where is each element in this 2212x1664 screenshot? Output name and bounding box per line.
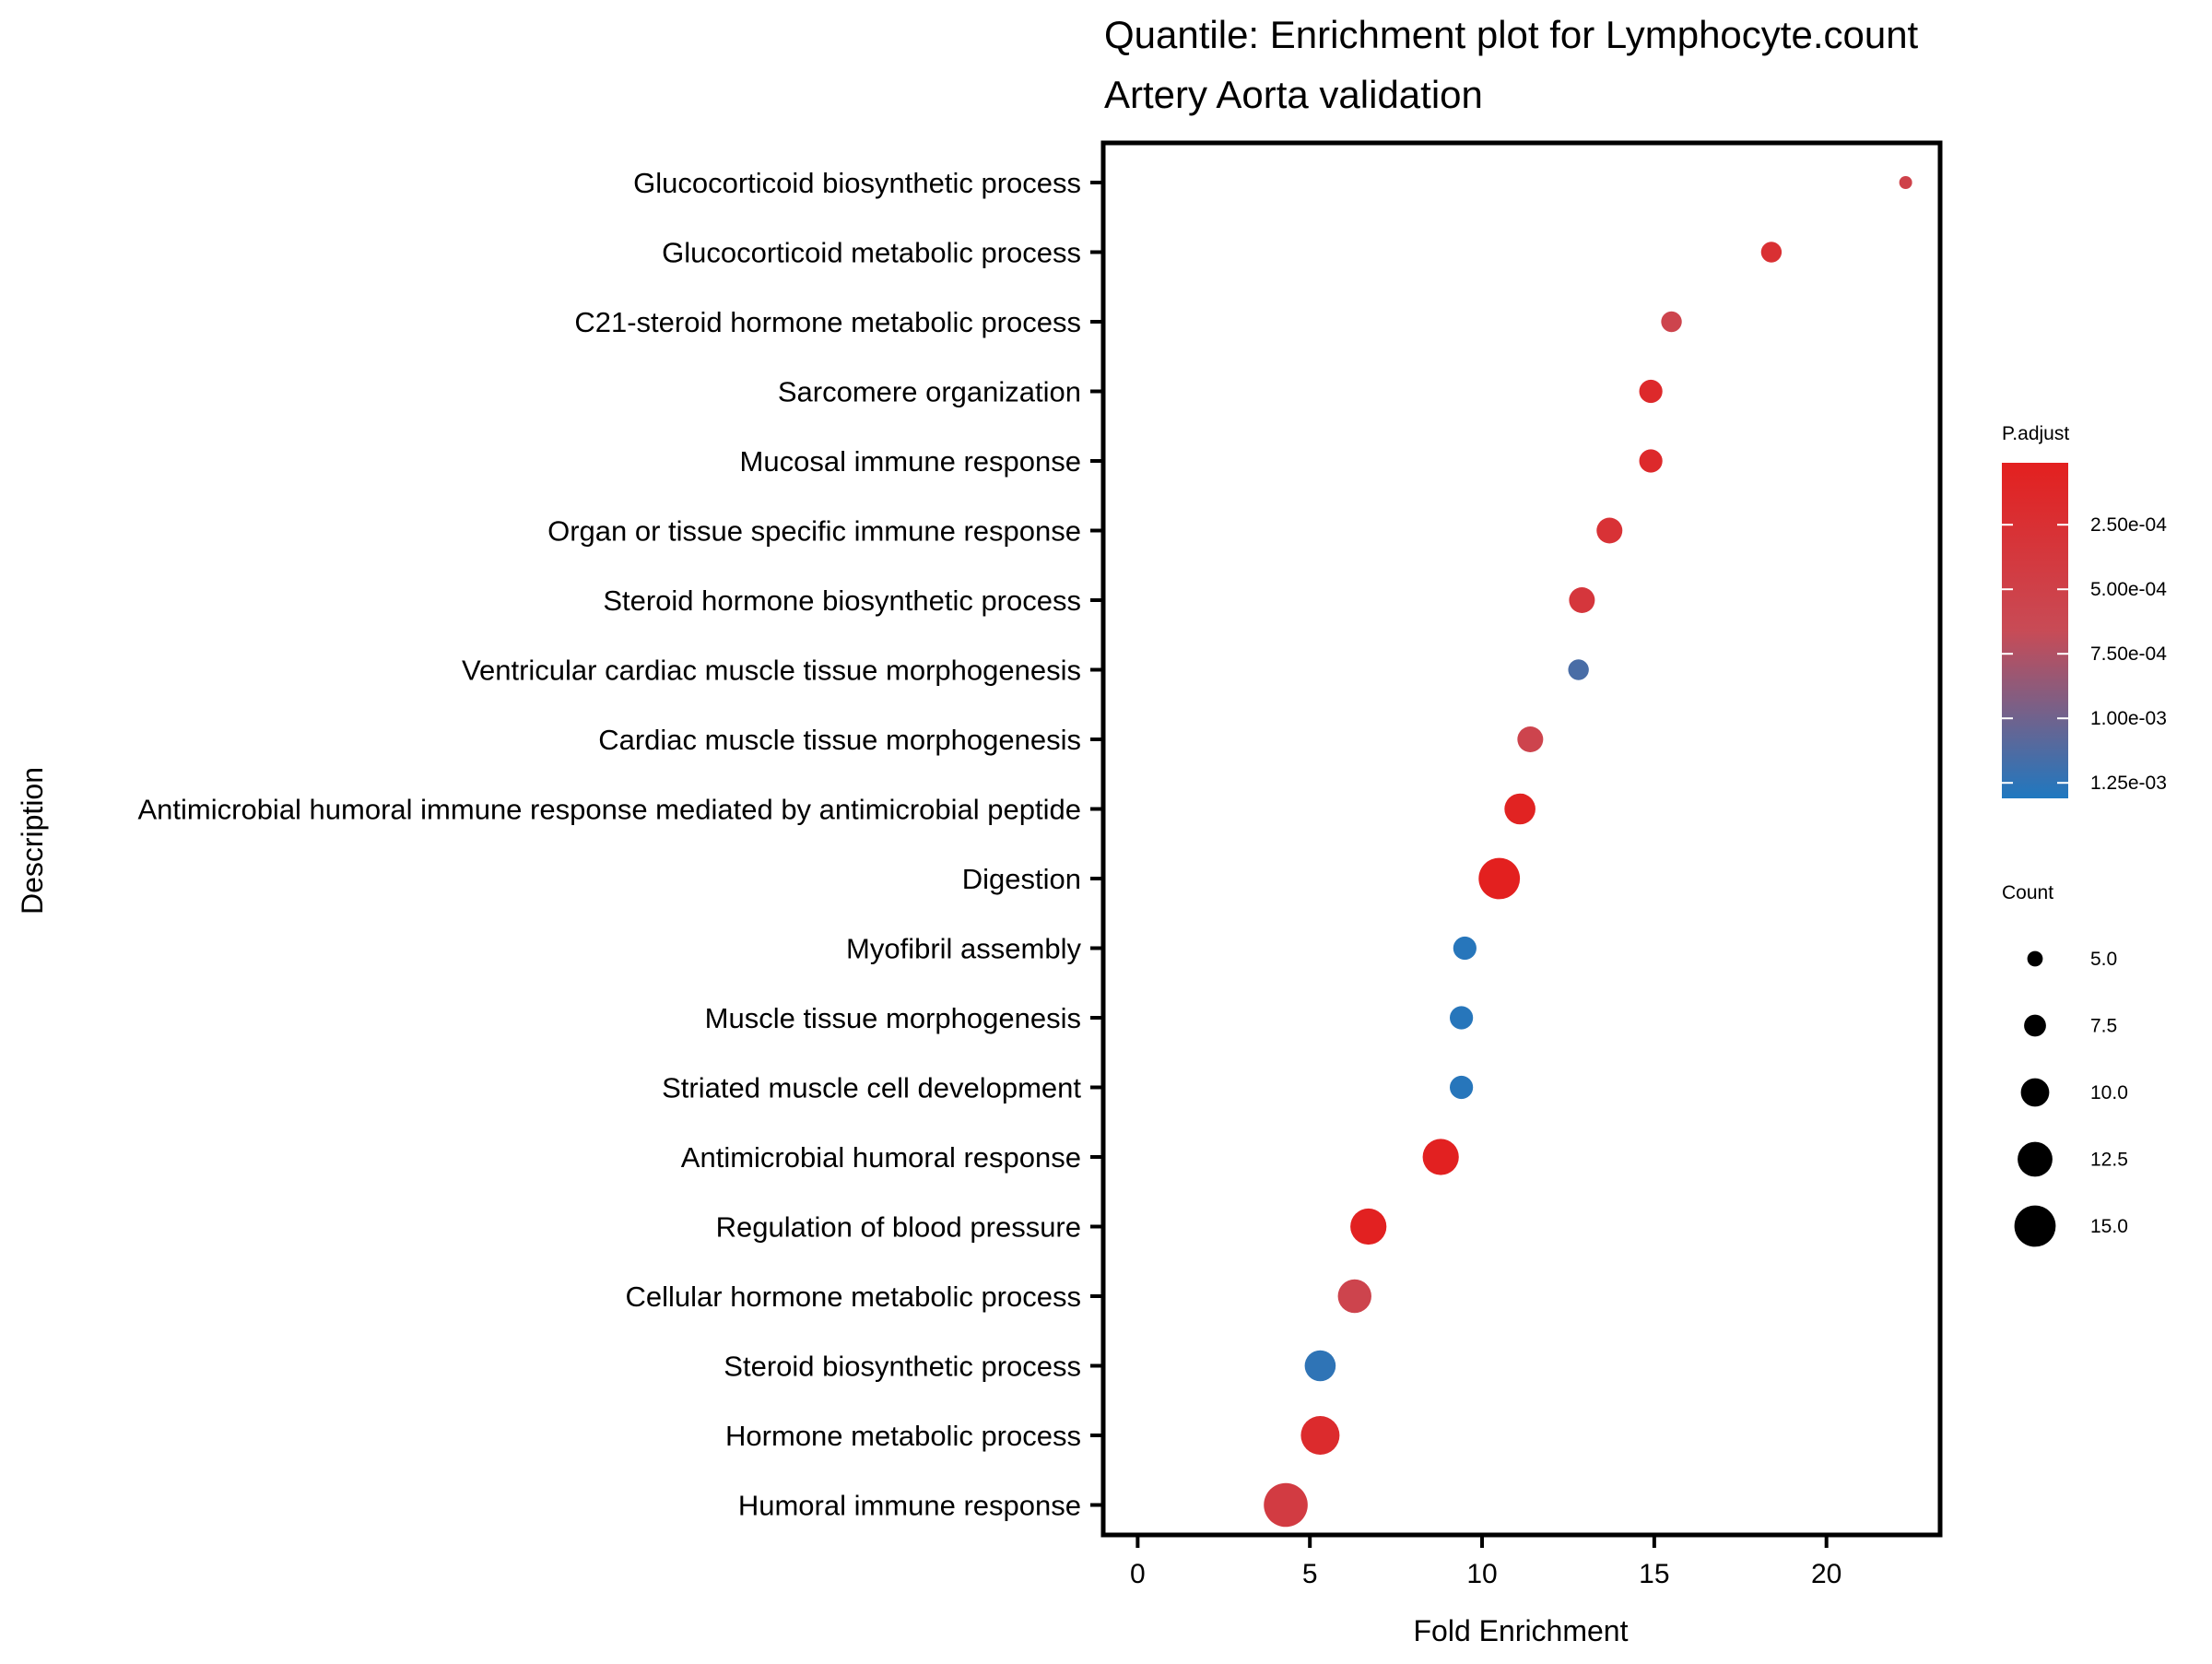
data-point <box>1760 242 1783 263</box>
y-tick-label: Cardiac muscle tissue morphogenesis <box>598 724 1081 756</box>
color-legend-label: 2.50e-04 <box>2090 514 2167 536</box>
y-tick-label: Glucocorticoid biosynthetic process <box>633 167 1081 199</box>
color-legend-label: 1.25e-03 <box>2090 773 2167 794</box>
color-legend-bar <box>2002 463 2068 798</box>
size-legend-dot <box>2014 1205 2056 1247</box>
data-point <box>1422 1139 1459 1175</box>
x-axis-title: Fold Enrichment <box>1414 1614 1629 1647</box>
x-tick-label: 10 <box>1466 1559 1497 1589</box>
y-tick-label: Hormone metabolic process <box>725 1420 1081 1452</box>
data-point <box>1639 379 1663 404</box>
x-tick-label: 20 <box>1811 1559 1841 1589</box>
size-legend-dot <box>2020 1078 2050 1107</box>
plot-panel <box>1100 140 1943 1538</box>
y-tick-label: Ventricular cardiac muscle tissue morpho… <box>462 655 1081 687</box>
y-tick-label: Striated muscle cell development <box>662 1072 1081 1104</box>
x-tick-label: 15 <box>1639 1559 1669 1589</box>
size-legend-label: 5.0 <box>2090 949 2117 970</box>
y-tick-label: Regulation of blood pressure <box>716 1211 1081 1244</box>
size-legend-label: 10.0 <box>2090 1082 2128 1103</box>
y-tick-label: Antimicrobial humoral immune response me… <box>138 794 1082 826</box>
size-legend-title: Count <box>2002 882 2053 903</box>
data-point <box>1517 726 1544 752</box>
size-legend-label: 7.5 <box>2090 1016 2117 1037</box>
data-point <box>1450 1075 1474 1100</box>
y-tick-label: Muscle tissue morphogenesis <box>705 1002 1081 1034</box>
data-point <box>1453 936 1477 961</box>
y-axis: Glucocorticoid biosynthetic process Gluco… <box>138 167 1103 1522</box>
data-point <box>1450 1006 1474 1030</box>
x-axis: 0 5 10 15 20 <box>1130 1535 1841 1589</box>
data-point <box>1304 1350 1336 1382</box>
data-point <box>1569 587 1595 613</box>
y-tick-label: Steroid hormone biosynthetic process <box>603 584 1081 617</box>
y-tick-label: Glucocorticoid metabolic process <box>662 237 1081 269</box>
y-tick-label: Cellular hormone metabolic process <box>625 1280 1081 1313</box>
data-point <box>1639 449 1663 473</box>
x-tick-label: 5 <box>1302 1559 1318 1589</box>
size-legend-label: 12.5 <box>2090 1150 2128 1171</box>
data-point <box>1661 311 1682 333</box>
color-legend-label: 1.00e-03 <box>2090 708 2167 729</box>
data-point <box>1596 517 1623 544</box>
data-points <box>1264 176 1912 1528</box>
y-axis-title: Description <box>16 767 49 915</box>
chart-subtitle: Artery Aorta validation <box>1104 73 1483 116</box>
color-legend-ticks: 2.50e-04 5.00e-04 7.50e-04 1.00e-03 1.25e-03 <box>2002 514 2167 794</box>
color-legend-label: 7.50e-04 <box>2090 643 2167 665</box>
y-tick-label: Mucosal immune response <box>740 445 1081 478</box>
data-point <box>1568 659 1589 680</box>
size-legend-items: 5.0 7.5 10.0 12.5 15.0 <box>2014 949 2128 1247</box>
y-tick-label: Sarcomere organization <box>778 376 1081 408</box>
color-legend: P.adjust 2.50e-04 5.00e-04 7.50e-04 1.00e-0… <box>2002 423 2167 798</box>
x-tick-label: 0 <box>1130 1559 1146 1589</box>
y-tick-label: Humoral immune response <box>738 1490 1081 1522</box>
y-tick-label: Myofibril assembly <box>846 933 1081 965</box>
data-point <box>1350 1208 1387 1245</box>
data-point <box>1478 857 1521 900</box>
chart-title: Quantile: Enrichment plot for Lymphocyte… <box>1104 13 1919 56</box>
color-legend-label: 5.00e-04 <box>2090 579 2167 600</box>
data-point <box>1899 176 1912 189</box>
y-tick-label: Digestion <box>962 863 1081 895</box>
data-point <box>1264 1482 1308 1528</box>
y-tick-label: Antimicrobial humoral response <box>681 1141 1081 1174</box>
size-legend: Count 5.0 7.5 10.0 12.5 15.0 <box>2002 882 2128 1247</box>
data-point <box>1337 1279 1371 1314</box>
y-tick-label: Steroid biosynthetic process <box>724 1351 1081 1383</box>
size-legend-dot <box>2024 1014 2046 1037</box>
data-point <box>1504 793 1535 825</box>
data-point <box>1300 1416 1340 1455</box>
size-legend-label: 15.0 <box>2090 1216 2128 1237</box>
y-tick-label: Organ or tissue specific immune response <box>547 515 1081 548</box>
size-legend-dot <box>2027 950 2043 967</box>
size-legend-dot <box>2018 1141 2053 1177</box>
color-legend-title: P.adjust <box>2002 423 2069 444</box>
y-tick-label: C21-steroid hormone metabolic process <box>574 306 1081 338</box>
